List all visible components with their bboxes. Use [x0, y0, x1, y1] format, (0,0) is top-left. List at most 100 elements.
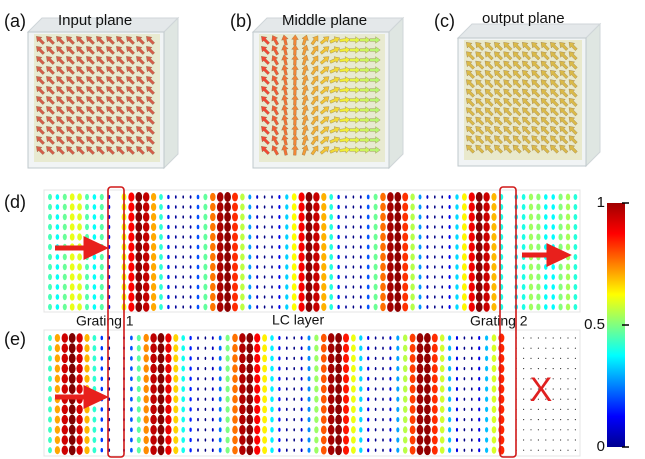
field-vector — [246, 343, 253, 353]
field-vector — [403, 386, 407, 393]
field-vector — [441, 235, 443, 238]
field-vector — [262, 334, 267, 342]
field-vector — [485, 376, 488, 381]
field-vector — [471, 347, 473, 350]
field-vector — [351, 406, 356, 413]
field-vector — [55, 426, 60, 434]
field-vector — [424, 435, 431, 445]
field-vector — [389, 387, 391, 391]
field-vector — [239, 384, 246, 394]
field-vector — [367, 356, 369, 360]
field-dot — [560, 358, 561, 359]
field-vector — [189, 346, 191, 350]
field-vector — [62, 415, 68, 424]
field-vector — [419, 234, 422, 239]
field-vector — [158, 374, 165, 384]
field-vector — [367, 205, 370, 210]
field-vector — [293, 398, 295, 401]
field-vector — [314, 335, 318, 342]
field-vector — [278, 255, 280, 259]
field-vector — [469, 282, 475, 291]
field-vector — [55, 416, 60, 424]
field-vector — [256, 215, 258, 219]
field-vector — [76, 354, 82, 363]
field-vector — [262, 385, 267, 393]
field-vector — [478, 418, 480, 422]
field-vector — [224, 242, 231, 252]
field-vector — [159, 304, 163, 310]
field-vector — [434, 285, 436, 288]
field-vector — [449, 195, 451, 199]
field-vector — [464, 398, 466, 401]
field-vector — [314, 345, 318, 352]
field-dot — [538, 429, 539, 430]
field-vector — [159, 194, 163, 200]
field-vector — [469, 242, 475, 251]
field-vector — [167, 275, 169, 279]
field-vector — [380, 303, 386, 311]
cube-front — [28, 32, 164, 168]
field-vector — [197, 205, 200, 210]
field-vector — [197, 235, 200, 240]
field-dot — [567, 358, 568, 359]
field-vector — [492, 416, 497, 423]
field-dot — [575, 409, 576, 410]
field-vector — [278, 438, 280, 442]
field-vector — [85, 204, 89, 210]
field-vector — [240, 243, 245, 250]
field-vector — [492, 345, 497, 352]
field-vector — [536, 224, 540, 231]
field-dot — [530, 419, 531, 420]
field-vector — [48, 244, 52, 250]
field-dot — [575, 348, 576, 349]
field-vector — [264, 235, 266, 238]
field-vector — [48, 214, 52, 220]
field-vector — [544, 304, 548, 310]
field-vector — [167, 205, 169, 209]
field-vector — [410, 194, 414, 201]
field-vector — [367, 295, 370, 300]
field-vector — [396, 397, 399, 402]
field-vector — [278, 387, 280, 391]
field-vector — [278, 215, 280, 219]
field-vector — [212, 397, 214, 401]
field-vector — [375, 438, 377, 441]
field-vector — [313, 202, 319, 212]
field-vector — [306, 292, 313, 302]
field-vector — [150, 415, 156, 425]
field-vector — [351, 365, 356, 372]
field-vector — [271, 295, 273, 298]
field-vector — [69, 364, 76, 374]
field-vector — [478, 346, 480, 350]
field-vector — [203, 274, 207, 280]
field-vector — [246, 374, 253, 384]
field-vector — [558, 274, 562, 281]
field-vector — [301, 408, 303, 412]
field-vector — [217, 252, 224, 262]
field-vector — [278, 397, 280, 401]
field-vector — [100, 194, 104, 200]
field-vector — [389, 357, 391, 361]
field-vector — [130, 448, 133, 453]
field-vector — [417, 445, 424, 455]
field-vector — [410, 284, 414, 291]
field-vector — [93, 294, 97, 300]
field-vector — [374, 204, 378, 210]
field-vector — [403, 365, 407, 372]
panel-label: (c) — [434, 11, 455, 31]
field-vector — [419, 224, 422, 229]
field-vector — [417, 415, 424, 425]
field-vector — [232, 193, 238, 202]
field-vector — [434, 235, 436, 238]
field-vector — [143, 395, 148, 403]
field-vector — [380, 193, 386, 201]
field-vector — [440, 436, 445, 443]
field-vector — [558, 214, 562, 221]
field-vector — [278, 285, 280, 289]
field-vector — [292, 223, 297, 230]
field-vector — [210, 283, 216, 291]
field-vector — [128, 282, 134, 291]
field-vector — [137, 345, 141, 351]
field-vector — [130, 397, 133, 402]
field-vector — [314, 416, 318, 423]
